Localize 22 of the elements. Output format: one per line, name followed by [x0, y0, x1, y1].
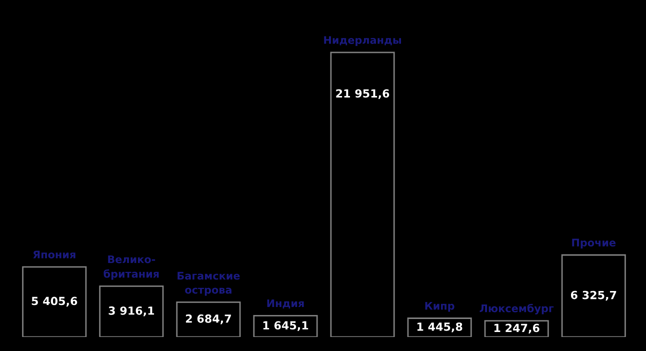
- x-tick-label: Япония: [33, 250, 76, 258]
- data-label: 2 684,7: [186, 314, 231, 324]
- bar: [176, 302, 241, 337]
- bar: [22, 266, 87, 337]
- x-tick-label: Велико- британия: [104, 255, 159, 280]
- data-label: 1 645,1: [263, 321, 308, 331]
- x-tick-label: Багамские острова: [178, 272, 240, 296]
- bar: [561, 254, 626, 337]
- data-label: 6 325,7: [570, 290, 616, 301]
- data-label: 3 916,1: [108, 306, 154, 316]
- x-tick-label: Прочие: [572, 238, 616, 249]
- data-label: 1 247,6: [494, 324, 540, 334]
- x-tick-label: Люксембург: [480, 304, 554, 314]
- bar: [99, 286, 164, 337]
- x-tick-label: Кипр: [425, 302, 454, 312]
- data-label: 5 405,6: [32, 296, 78, 307]
- bar: [330, 52, 395, 337]
- data-label: 21 951,6: [336, 89, 390, 100]
- data-label: 1 445,8: [417, 322, 462, 332]
- bar: [253, 314, 318, 337]
- x-tick-label: Нидерланды: [324, 36, 401, 46]
- x-tick-label: Индия: [267, 299, 304, 308]
